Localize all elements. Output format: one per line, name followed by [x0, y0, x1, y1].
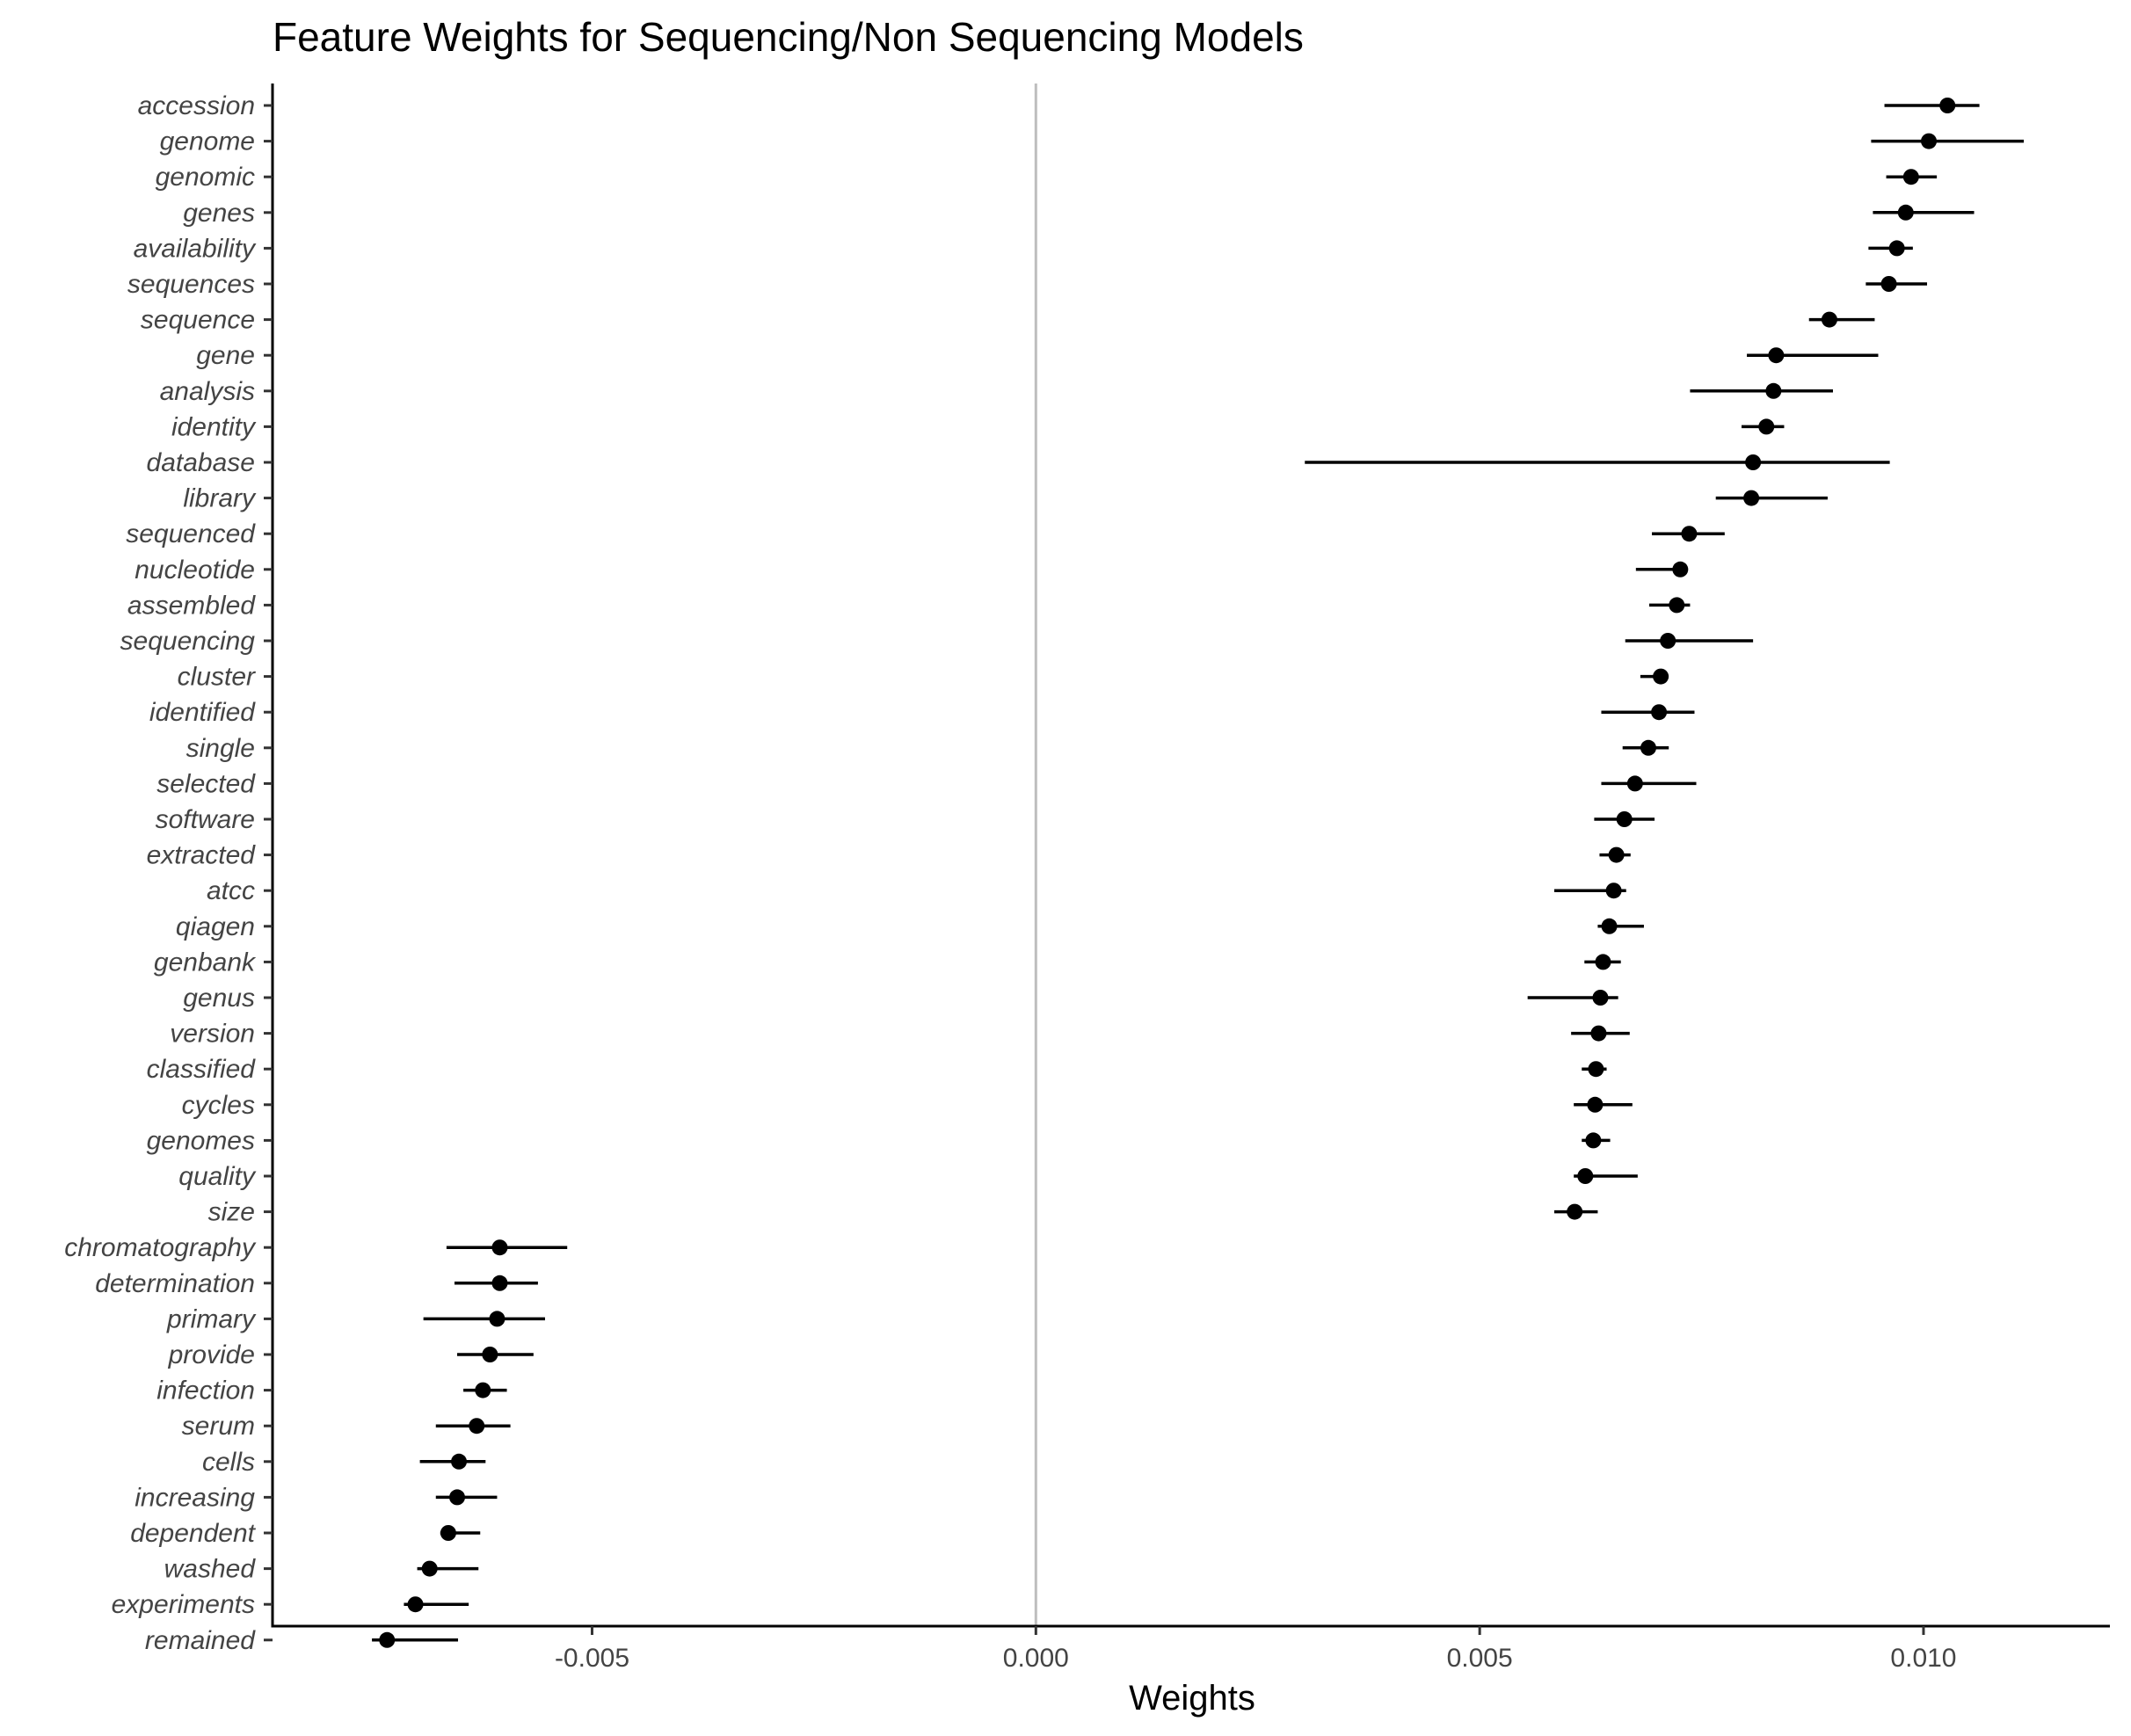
data-point — [1939, 98, 1956, 113]
y-tick-label: genbank — [154, 948, 257, 977]
data-point — [1651, 704, 1668, 721]
y-tick-label: quality — [178, 1162, 257, 1191]
data-point — [1653, 668, 1669, 685]
y-tick-label: version — [170, 1020, 255, 1049]
data-point — [482, 1347, 498, 1362]
data-point — [1608, 846, 1625, 863]
data-point — [491, 1239, 508, 1256]
y-tick-label: serum — [182, 1412, 255, 1441]
data-point — [1888, 240, 1905, 257]
data-point — [1758, 418, 1775, 435]
y-tick-label: provide — [168, 1340, 255, 1369]
data-point — [1605, 883, 1622, 899]
data-point — [1880, 276, 1897, 292]
data-point — [1626, 775, 1643, 792]
data-point — [1902, 169, 1919, 185]
data-point — [1669, 597, 1685, 614]
y-tick-label: nucleotide — [135, 556, 255, 585]
y-tick-label: sequenced — [126, 519, 256, 548]
y-tick-label: increasing — [135, 1483, 255, 1512]
data-point — [1567, 1203, 1583, 1220]
x-axis-label: Weights — [1129, 1679, 1255, 1718]
data-point — [489, 1311, 505, 1327]
y-tick-label: availability — [134, 234, 257, 263]
data-point — [1921, 133, 1938, 149]
data-point — [1577, 1168, 1594, 1184]
y-tick-label: sequence — [141, 306, 255, 335]
x-tick-label: 0.005 — [1447, 1644, 1513, 1673]
data-point — [1587, 1096, 1604, 1113]
axes-layer: -0.005 0.000 0.005 0.010 accession genome geno… — [64, 84, 2110, 1673]
data-point — [469, 1418, 485, 1435]
y-tick-label: identity — [171, 412, 257, 441]
data-point — [1743, 490, 1760, 506]
data-point — [407, 1596, 424, 1613]
data-point — [1616, 811, 1633, 827]
data-point — [1660, 633, 1676, 649]
x-tick-label: -0.005 — [555, 1644, 629, 1673]
y-tick-label: single — [186, 734, 255, 763]
y-tick-label: primary — [166, 1304, 257, 1333]
data-point — [1601, 918, 1618, 934]
data-point — [491, 1275, 508, 1291]
y-tick-label: size — [208, 1198, 255, 1227]
y-tick-label: classified — [147, 1055, 257, 1084]
data-point — [1585, 1132, 1602, 1149]
y-tick-label: determination — [95, 1269, 255, 1298]
y-tick-label: sequencing — [120, 627, 256, 656]
y-tick-label: genome — [160, 127, 255, 156]
data-point — [1745, 454, 1762, 470]
y-tick-label: genus — [183, 984, 255, 1013]
y-tick-label: cells — [202, 1448, 255, 1477]
y-tick-label: library — [183, 484, 257, 513]
y-tick-label: qiagen — [176, 912, 255, 941]
data-point — [440, 1525, 456, 1541]
y-tick-label: cluster — [178, 663, 256, 692]
x-tick-label: 0.010 — [1890, 1644, 1956, 1673]
data-point — [421, 1560, 438, 1577]
y-tick-label: cycles — [182, 1091, 255, 1120]
data-point — [1897, 204, 1914, 221]
data-point — [475, 1382, 491, 1398]
y-tick-label: infection — [156, 1376, 255, 1406]
y-tick-label: remained — [145, 1626, 256, 1655]
data-point — [449, 1489, 466, 1506]
data-point — [1681, 526, 1698, 542]
data-point — [1595, 954, 1611, 970]
y-tick-label: washed — [164, 1555, 257, 1584]
y-tick-label: software — [156, 805, 255, 834]
y-tick-label: atcc — [207, 876, 255, 905]
y-tick-label: genomes — [147, 1126, 255, 1155]
data-point — [379, 1631, 396, 1648]
y-tick-label: analysis — [160, 377, 255, 406]
y-tick-label: dependent — [130, 1519, 256, 1548]
data-point — [1640, 739, 1656, 756]
y-tick-label: genomic — [156, 163, 255, 192]
x-tick-label: 0.000 — [1003, 1644, 1069, 1673]
y-tick-label: sequences — [127, 270, 255, 299]
data-point — [1821, 311, 1837, 328]
data-point — [1768, 347, 1785, 364]
data-point — [1590, 1025, 1607, 1042]
chart-title: Feature Weights for Sequencing/Non Seque… — [273, 14, 1304, 60]
y-tick-label: extracted — [147, 841, 257, 870]
y-tick-label: chromatography — [64, 1233, 257, 1262]
data-point — [1592, 990, 1609, 1006]
y-tick-label: database — [147, 448, 255, 477]
y-tick-label: selected — [156, 769, 256, 798]
y-tick-label: assembled — [127, 591, 256, 620]
data-point — [1672, 561, 1689, 577]
data-point — [1765, 382, 1782, 399]
y-tick-label: accession — [138, 91, 255, 120]
data-point — [1588, 1061, 1604, 1078]
y-tick-label: experiments — [112, 1590, 255, 1619]
marks-layer — [372, 98, 2025, 1648]
data-point — [451, 1453, 468, 1470]
y-tick-label: gene — [196, 341, 255, 370]
y-tick-label: identified — [149, 698, 256, 727]
y-tick-label: genes — [183, 199, 255, 228]
